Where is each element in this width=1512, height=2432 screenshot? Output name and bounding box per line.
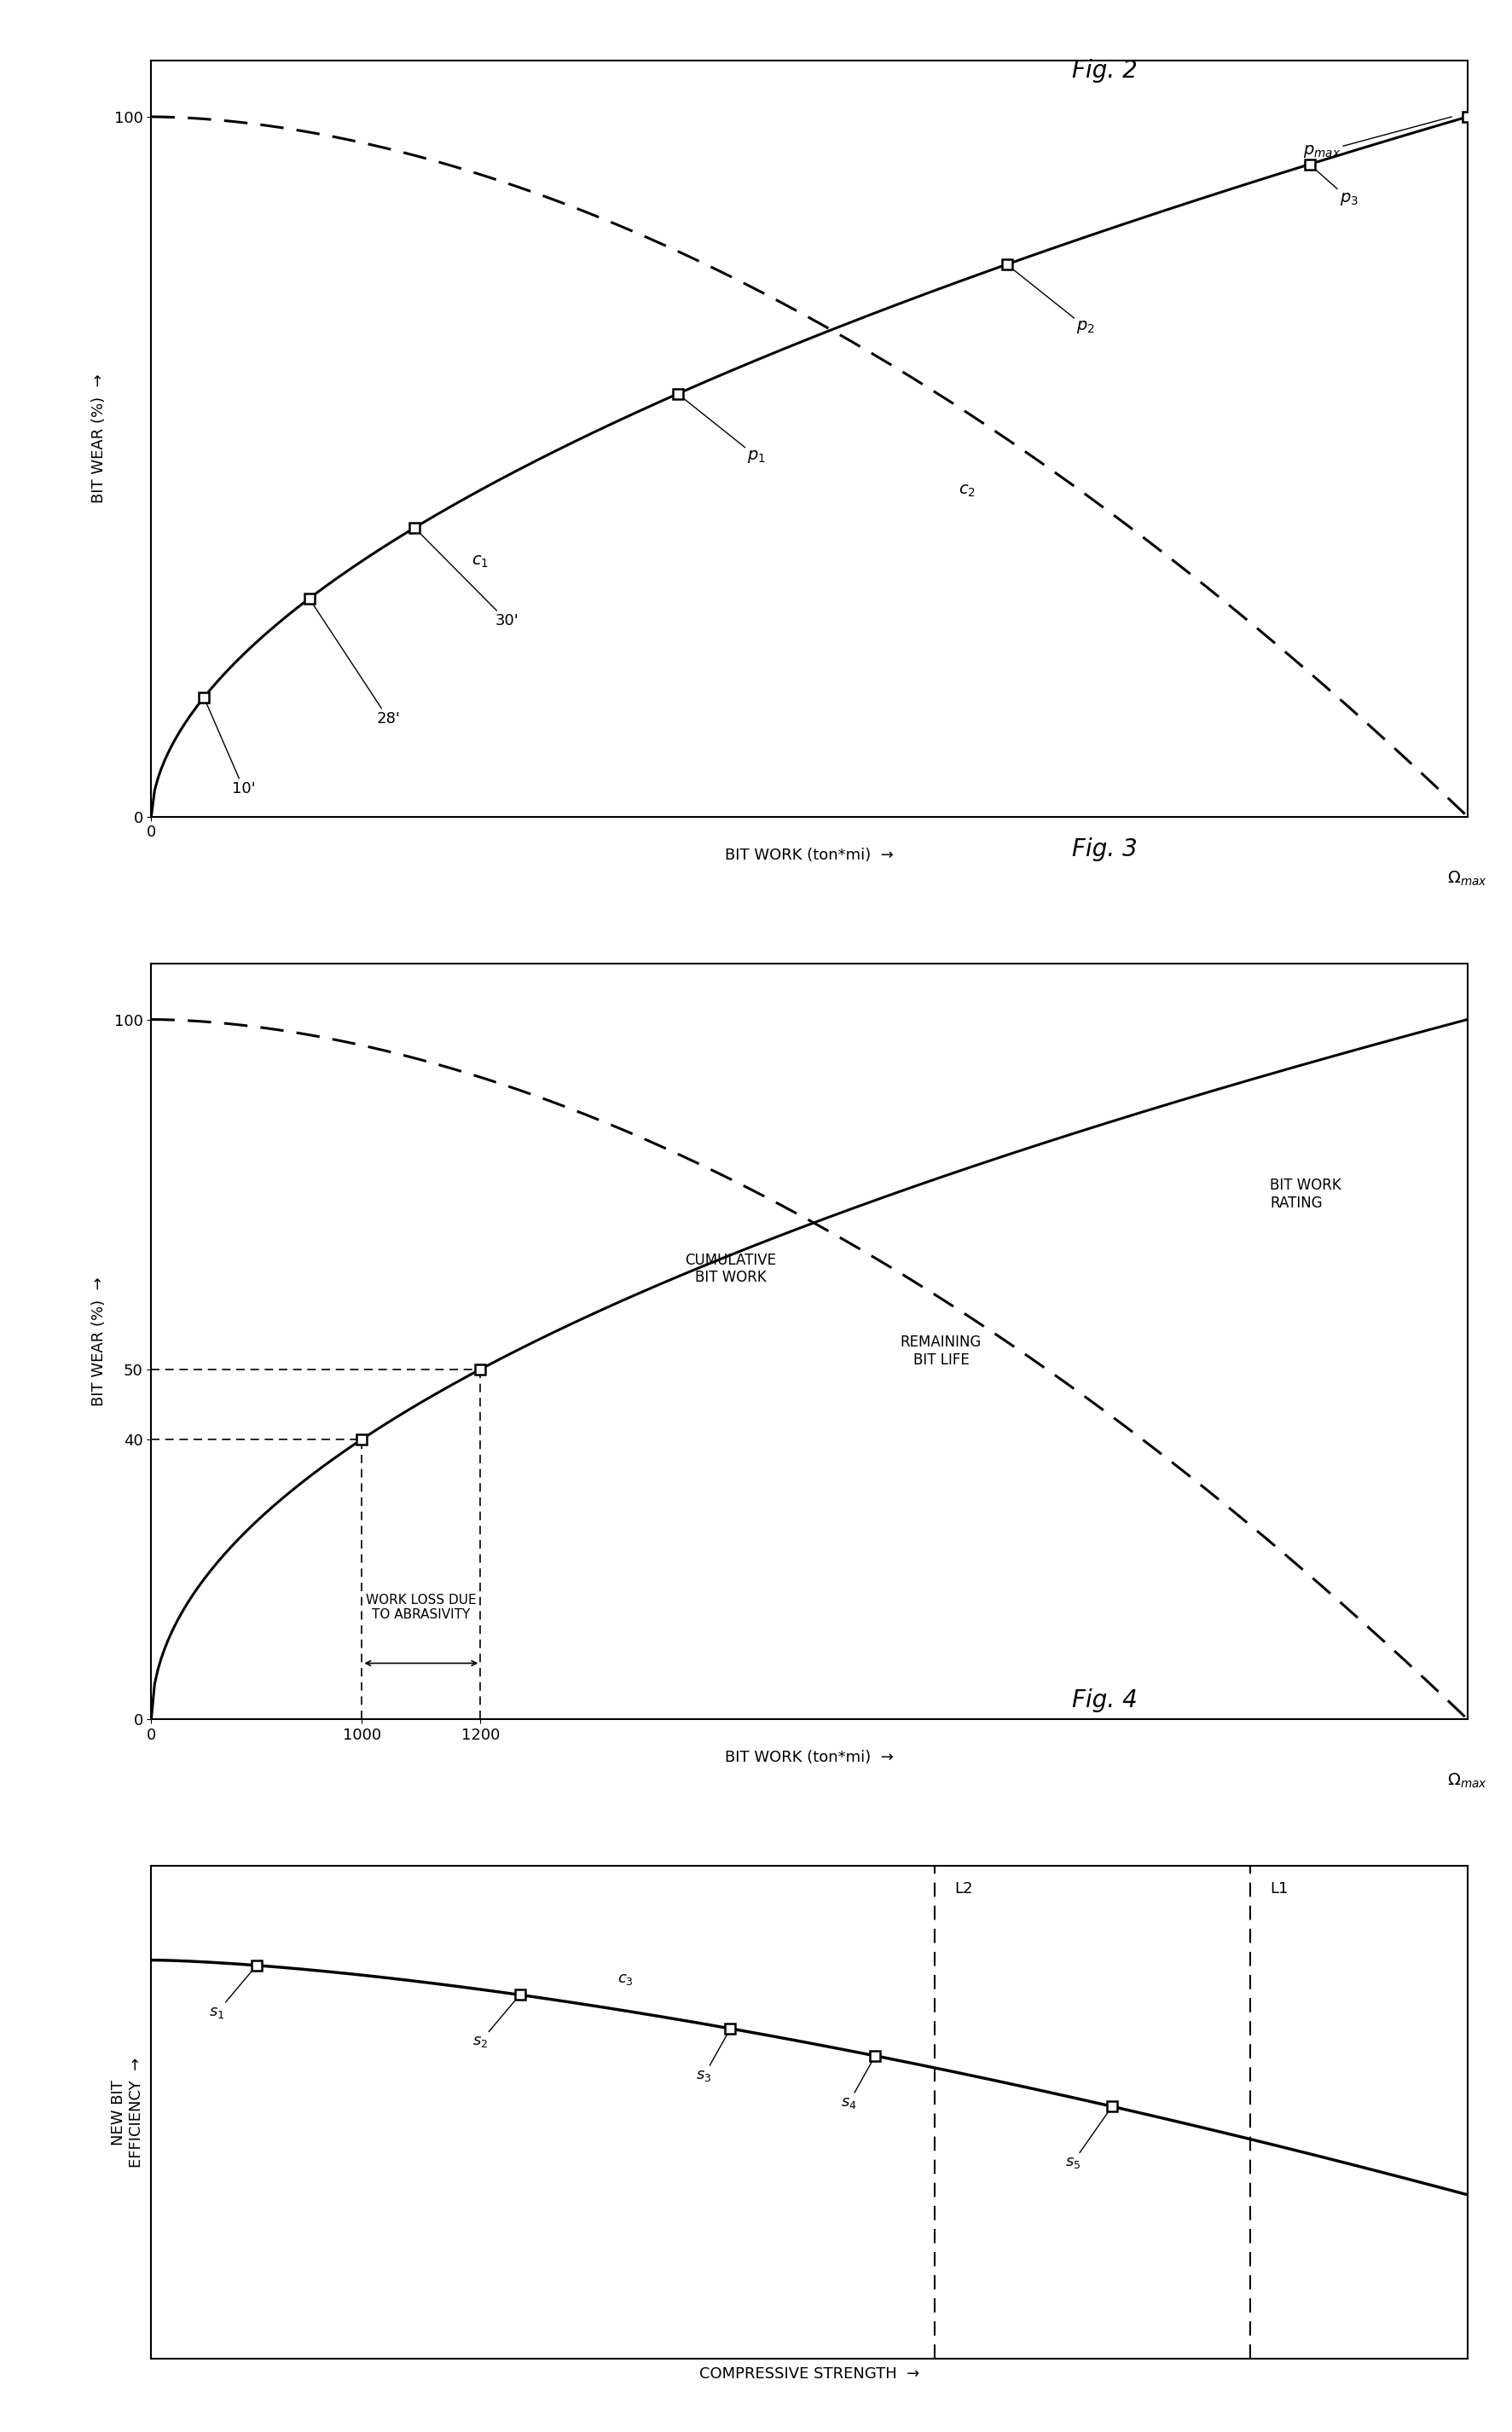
Text: $s_4$: $s_4$: [841, 2055, 875, 2111]
Text: 28': 28': [308, 598, 399, 727]
Y-axis label: BIT WEAR (%)  →: BIT WEAR (%) →: [92, 375, 107, 503]
Text: 10': 10': [204, 698, 256, 795]
X-axis label: BIT WORK (ton*mi)  →: BIT WORK (ton*mi) →: [724, 846, 894, 863]
Text: $s_2$: $s_2$: [472, 1994, 520, 2050]
Text: Fig. 3: Fig. 3: [1070, 837, 1137, 861]
X-axis label: BIT WORK (ton*mi)  →: BIT WORK (ton*mi) →: [724, 1751, 894, 1766]
Text: L1: L1: [1269, 1880, 1288, 1897]
Text: $c_2$: $c_2$: [959, 482, 975, 499]
Text: 30': 30': [414, 528, 519, 627]
Text: $s_1$: $s_1$: [209, 1965, 257, 2021]
Text: $\Omega_{max}$: $\Omega_{max}$: [1447, 1773, 1486, 1790]
Text: WORK LOSS DUE
TO ABRASIVITY: WORK LOSS DUE TO ABRASIVITY: [366, 1593, 476, 1622]
Text: BIT WORK
RATING: BIT WORK RATING: [1269, 1177, 1341, 1211]
Text: $s_5$: $s_5$: [1064, 2106, 1111, 2169]
Text: $p_{max}$: $p_{max}$: [1302, 117, 1452, 161]
Text: $p_2$: $p_2$: [1007, 265, 1095, 336]
Text: L2: L2: [954, 1880, 972, 1897]
Text: Fig. 2: Fig. 2: [1070, 58, 1137, 83]
Text: CUMULATIVE
BIT WORK: CUMULATIVE BIT WORK: [685, 1252, 776, 1287]
Text: REMAINING
BIT LIFE: REMAINING BIT LIFE: [900, 1335, 981, 1367]
Text: $c_1$: $c_1$: [472, 552, 488, 569]
Text: $\Omega_{max}$: $\Omega_{max}$: [1447, 868, 1486, 888]
Y-axis label: BIT WEAR (%)  →: BIT WEAR (%) →: [92, 1277, 107, 1406]
Text: $c_3$: $c_3$: [617, 1972, 634, 1987]
Text: $p_1$: $p_1$: [677, 394, 765, 465]
Text: $s_3$: $s_3$: [696, 2028, 730, 2084]
Text: $p_3$: $p_3$: [1309, 165, 1358, 207]
Text: Fig. 4: Fig. 4: [1070, 1688, 1137, 1712]
X-axis label: COMPRESSIVE STRENGTH  →: COMPRESSIVE STRENGTH →: [699, 2366, 919, 2381]
Y-axis label: NEW BIT
EFFICIENCY  →: NEW BIT EFFICIENCY →: [110, 2057, 144, 2167]
